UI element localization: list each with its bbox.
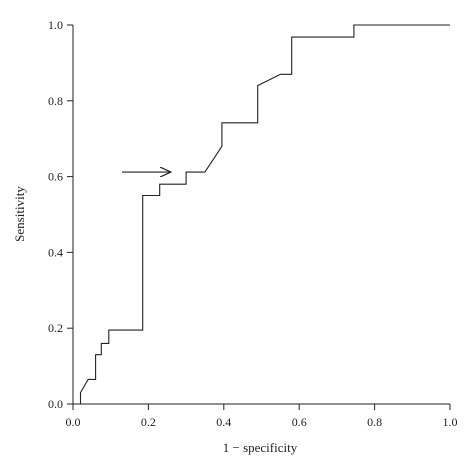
- x-axis-label: 1 − specificity: [223, 440, 298, 455]
- x-tick-label: 0.8: [367, 415, 382, 429]
- x-tick-label: 0.0: [66, 415, 81, 429]
- x-tick-label: 0.4: [216, 415, 231, 429]
- x-tick-label: 0.2: [141, 415, 156, 429]
- y-axis-label: Sensitivity: [12, 186, 27, 242]
- axes: 0.0 0.2 0.4 0.6 0.8 1.0 0.0 0.2 0.4 0.6 0.8 1.0: [48, 18, 458, 429]
- y-tick-label: 0.8: [48, 94, 63, 108]
- x-tick-label: 1.0: [443, 415, 458, 429]
- y-tick-label: 0.4: [48, 245, 63, 259]
- y-tick-label: 0.0: [48, 397, 63, 411]
- x-tick-label: 0.6: [292, 415, 307, 429]
- y-tick-label: 1.0: [48, 18, 63, 32]
- y-tick-label: 0.2: [48, 321, 63, 335]
- y-tick-label: 0.6: [48, 170, 63, 184]
- roc-curve-line: [79, 24, 450, 404]
- roc-curve-layer: [79, 24, 450, 404]
